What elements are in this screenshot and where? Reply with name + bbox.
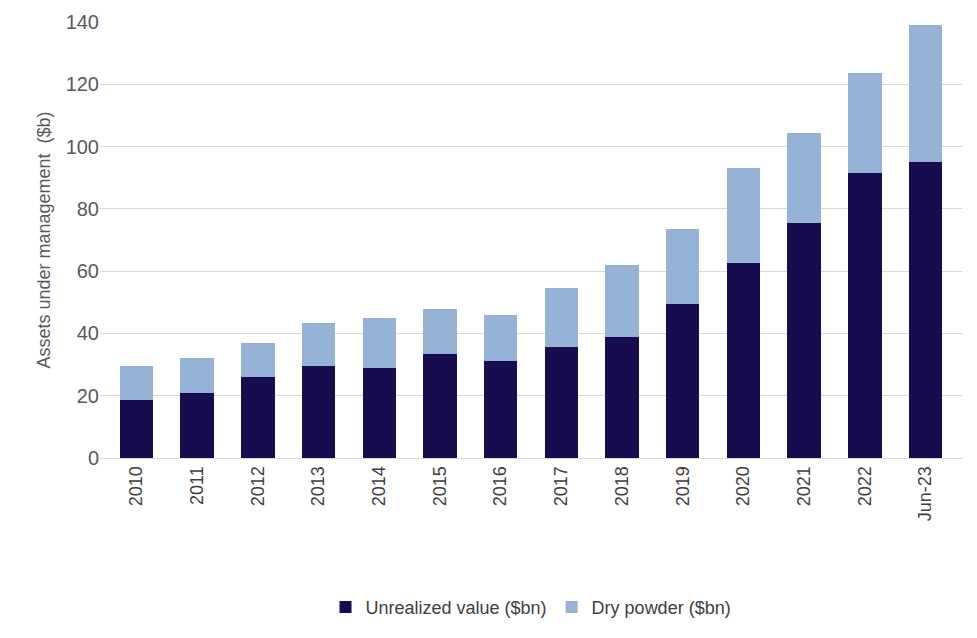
svg-text:Dry powder ($bn): Dry powder ($bn) [592,598,731,618]
svg-text:Jun-23: Jun-23 [915,466,935,521]
svg-text:80: 80 [77,198,99,220]
svg-text:0: 0 [88,447,99,469]
svg-text:120: 120 [66,73,99,95]
svg-text:2019: 2019 [673,466,693,506]
svg-text:Unrealized value ($bn): Unrealized value ($bn) [366,598,547,618]
svg-text:2021: 2021 [794,466,814,506]
svg-text:Assets under management ($b): Assets under management ($b) [34,111,54,368]
svg-text:140: 140 [66,11,99,33]
svg-text:2013: 2013 [308,466,328,506]
svg-text:60: 60 [77,260,99,282]
svg-text:2022: 2022 [855,466,875,506]
svg-text:2011: 2011 [187,466,207,505]
svg-text:100: 100 [66,136,99,158]
svg-text:2018: 2018 [612,466,632,506]
svg-text:2017: 2017 [551,466,571,506]
svg-text:40: 40 [77,322,99,344]
svg-text:2016: 2016 [491,466,511,506]
svg-text:2020: 2020 [733,466,753,506]
svg-text:20: 20 [77,385,99,407]
svg-text:2012: 2012 [248,466,268,506]
svg-text:2010: 2010 [126,466,146,506]
svg-text:2015: 2015 [430,466,450,506]
svg-text:2014: 2014 [369,466,389,506]
